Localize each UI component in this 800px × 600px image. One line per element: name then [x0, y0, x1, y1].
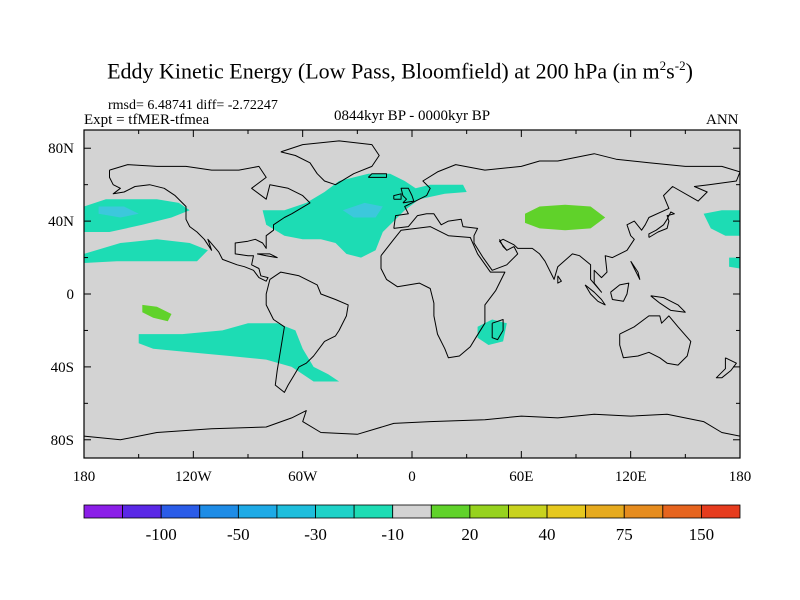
y-tick-label: 0 [67, 287, 75, 303]
colorbar-swatch [585, 504, 625, 519]
x-tick-label: 60E [509, 469, 533, 485]
coastline-japan [648, 211, 675, 238]
coastline-sumatra [584, 284, 606, 306]
y-tick-label: 40N [48, 214, 74, 230]
coastline-sri-lanka [557, 275, 562, 284]
colorbar-label: -50 [227, 525, 250, 544]
colorbar-label: -100 [146, 525, 177, 544]
colorbar-label: 75 [616, 525, 633, 544]
map-background [84, 130, 740, 458]
y-tick-label: 80S [51, 433, 74, 449]
colorbar-swatch [701, 504, 741, 519]
colorbar-swatch [276, 504, 316, 519]
highlight-pacific-blue [98, 206, 139, 218]
colorbar-swatch [199, 504, 239, 519]
colorbar-label: 40 [539, 525, 556, 544]
colorbar-swatch [430, 504, 471, 519]
season-label: ANN [706, 112, 739, 128]
colorbar-swatch [315, 504, 355, 519]
region-central-pacific-spot [729, 257, 740, 269]
colorbar: -100 -50 -30 -10 20 40 75 150 [83, 504, 741, 544]
region-south-pacific-green [142, 304, 172, 322]
coastline-indonesia-borneo [610, 282, 630, 302]
colorbar-swatch [353, 504, 394, 519]
colorbar-swatch [237, 504, 278, 519]
colorbar-swatch [122, 504, 162, 519]
colorbar-swatch [508, 504, 548, 519]
colorbar-label: -10 [381, 525, 404, 544]
x-tick-label: 60W [288, 469, 318, 485]
chart-title: Eddy Kinetic Energy (Low Pass, Bloomfiel… [107, 58, 693, 84]
x-axis: 180 120W 60W 0 60E 120E 180 [73, 130, 752, 485]
period-label: 0844kyr BP - 0000kyr BP [333, 108, 491, 124]
colorbar-swatch [83, 504, 123, 519]
coastline-caribbean [257, 253, 278, 259]
coastline-eurasia [393, 153, 740, 293]
y-tick-label: 40S [51, 360, 74, 376]
coastline-australia [619, 315, 692, 366]
coastline-arabia-gulf [499, 239, 508, 251]
x-tick-label: 0 [408, 469, 416, 485]
colorbar-swatch [392, 504, 432, 519]
coastline-ireland [393, 193, 402, 200]
coastline-new-guinea [650, 295, 686, 313]
coastline-north-america [109, 164, 311, 282]
coastlines [84, 140, 740, 441]
coastline-south-america [265, 271, 349, 393]
colorbar-swatch [160, 504, 201, 519]
region-south-pacific-band [138, 323, 340, 382]
x-tick-label: 180 [729, 469, 752, 485]
highlight-atlantic-blue [342, 202, 383, 218]
colorbar-swatch [469, 504, 509, 519]
coastline-greenland [280, 140, 380, 186]
coastline-uk [400, 187, 415, 204]
coastline-new-zealand [715, 357, 737, 379]
coastline-antarctica [84, 410, 740, 441]
colorbar-label: 20 [461, 525, 478, 544]
region-north-pacific-east [703, 210, 740, 236]
colorbar-swatch [623, 504, 664, 519]
colorbar-swatch [662, 504, 702, 519]
region-central-asia [525, 204, 606, 231]
colorbar-label: -30 [304, 525, 327, 544]
x-tick-label: 120E [615, 469, 647, 485]
x-tick-label: 120W [175, 469, 213, 485]
y-axis: 80N 40N 0 40S 80S [48, 141, 740, 449]
rmsd-diff-label: rmsd= 6.48741 diff= -2.72247 [108, 98, 278, 113]
anomaly-fills [84, 173, 740, 382]
experiment-label: Expt = tfMER-tfmea [84, 112, 210, 128]
colorbar-swatch [546, 504, 587, 519]
x-tick-label: 180 [73, 469, 96, 485]
coastline-iceland [367, 173, 387, 178]
region-subtropical-pacific [84, 239, 208, 263]
coastline-philippines [630, 260, 641, 280]
y-tick-label: 80N [48, 141, 74, 157]
coastline-africa [380, 226, 506, 359]
colorbar-label: 150 [689, 525, 715, 544]
coastline-madagascar [491, 319, 504, 341]
